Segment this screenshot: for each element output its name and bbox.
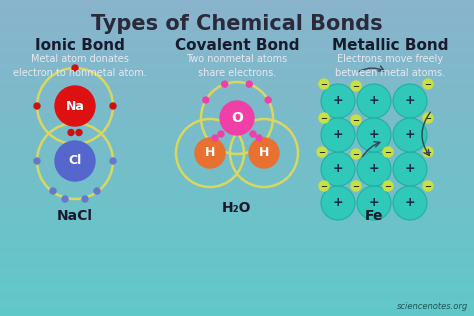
Circle shape <box>203 97 209 103</box>
Circle shape <box>82 196 88 202</box>
Text: +: + <box>405 94 415 107</box>
Circle shape <box>423 79 433 89</box>
Circle shape <box>218 131 224 137</box>
Text: +: + <box>405 129 415 142</box>
Circle shape <box>34 103 40 109</box>
Circle shape <box>220 101 254 135</box>
Circle shape <box>321 152 355 186</box>
Circle shape <box>423 181 433 191</box>
Text: H₂O: H₂O <box>222 201 252 215</box>
Circle shape <box>50 188 56 194</box>
Text: Covalent Bond: Covalent Bond <box>175 38 299 53</box>
Text: +: + <box>405 162 415 175</box>
Text: sciencenotes.org: sciencenotes.org <box>397 302 468 311</box>
Circle shape <box>321 186 355 220</box>
Text: +: + <box>333 94 343 107</box>
Text: +: + <box>369 129 379 142</box>
Circle shape <box>34 158 40 164</box>
Text: +: + <box>333 197 343 210</box>
Text: Electrons move freely
between metal atoms.: Electrons move freely between metal atom… <box>335 54 445 78</box>
Circle shape <box>321 118 355 152</box>
Circle shape <box>357 118 391 152</box>
Circle shape <box>212 135 218 141</box>
Circle shape <box>250 131 256 137</box>
Circle shape <box>94 188 100 194</box>
Text: Fe: Fe <box>365 209 383 223</box>
Text: −: − <box>353 150 359 159</box>
Circle shape <box>383 181 393 191</box>
Text: Metal atom donates
electron to nonmetal atom.: Metal atom donates electron to nonmetal … <box>13 54 147 78</box>
Text: Cl: Cl <box>68 155 82 167</box>
Circle shape <box>319 113 329 123</box>
Circle shape <box>222 81 228 87</box>
Text: −: − <box>353 116 359 125</box>
Circle shape <box>351 181 361 191</box>
Text: H: H <box>259 147 269 160</box>
Circle shape <box>195 138 225 168</box>
Text: Types of Chemical Bonds: Types of Chemical Bonds <box>91 14 383 34</box>
Text: +: + <box>405 197 415 210</box>
Text: −: − <box>384 148 392 157</box>
Circle shape <box>55 86 95 126</box>
Circle shape <box>265 97 271 103</box>
Circle shape <box>76 130 82 136</box>
Text: Two nonmetal atoms
share electrons.: Two nonmetal atoms share electrons. <box>186 54 288 78</box>
Circle shape <box>393 118 427 152</box>
Circle shape <box>68 130 74 136</box>
Circle shape <box>319 79 329 89</box>
Text: −: − <box>425 182 431 191</box>
Circle shape <box>55 141 95 181</box>
Text: −: − <box>320 80 328 89</box>
Circle shape <box>357 186 391 220</box>
Text: −: − <box>425 80 431 89</box>
Circle shape <box>423 113 433 123</box>
Circle shape <box>351 149 361 159</box>
Text: −: − <box>319 148 326 157</box>
Circle shape <box>357 152 391 186</box>
Circle shape <box>357 84 391 118</box>
Circle shape <box>72 65 78 71</box>
Circle shape <box>256 135 262 141</box>
Text: H: H <box>205 147 215 160</box>
Text: −: − <box>320 182 328 191</box>
Circle shape <box>423 147 433 157</box>
Text: −: − <box>353 182 359 191</box>
Text: +: + <box>369 197 379 210</box>
Circle shape <box>393 152 427 186</box>
Circle shape <box>319 181 329 191</box>
Text: −: − <box>425 114 431 123</box>
Text: Na: Na <box>65 100 84 112</box>
Text: −: − <box>425 148 431 157</box>
Text: +: + <box>369 94 379 107</box>
Text: O: O <box>231 111 243 125</box>
Text: +: + <box>369 162 379 175</box>
Text: Metallic Bond: Metallic Bond <box>332 38 448 53</box>
Circle shape <box>317 147 327 157</box>
Circle shape <box>351 115 361 125</box>
Text: −: − <box>353 82 359 91</box>
Circle shape <box>321 84 355 118</box>
Text: +: + <box>333 162 343 175</box>
Circle shape <box>383 147 393 157</box>
Circle shape <box>351 81 361 91</box>
Text: −: − <box>384 182 392 191</box>
Circle shape <box>393 84 427 118</box>
Text: +: + <box>333 129 343 142</box>
Circle shape <box>110 103 116 109</box>
Circle shape <box>62 196 68 202</box>
Circle shape <box>393 186 427 220</box>
Text: NaCl: NaCl <box>57 209 93 223</box>
Circle shape <box>246 81 252 87</box>
Text: Ionic Bond: Ionic Bond <box>35 38 125 53</box>
Text: −: − <box>320 114 328 123</box>
Circle shape <box>110 158 116 164</box>
Circle shape <box>249 138 279 168</box>
